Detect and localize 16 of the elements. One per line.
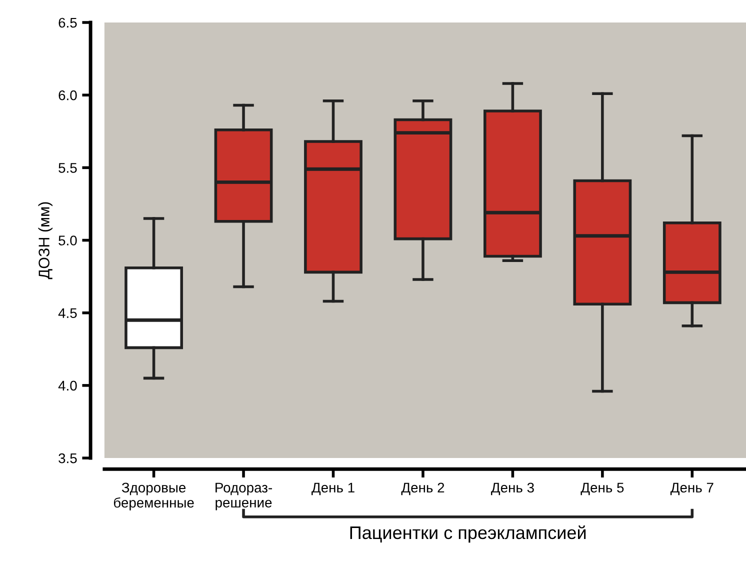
x-tick-label: Здоровые беременные (114, 482, 194, 510)
x-tick-label: День 7 (670, 482, 714, 496)
y-tick-label: 4.5 (58, 308, 77, 318)
y-tick-label: 3.5 (58, 453, 77, 464)
text: Пациентки с преэклампсией (350, 526, 586, 543)
y-tick-label: 5.5 (58, 163, 77, 173)
y-axis-title: ДОЗН (мм) (38, 202, 52, 280)
y-tick-label: 4.0 (58, 380, 77, 391)
y-tick-label: 5.0 (58, 236, 77, 246)
y-tick-label: 6.5 (58, 18, 77, 28)
x-tick-label: День 2 (401, 482, 444, 496)
y-tick-label: 6.0 (58, 90, 77, 100)
x-tick-label: День 1 (312, 482, 354, 496)
x-tick-label: День 5 (580, 482, 624, 496)
x-tick-label: Родораз- решение (216, 482, 272, 510)
x-tick-label: День 3 (491, 482, 534, 496)
